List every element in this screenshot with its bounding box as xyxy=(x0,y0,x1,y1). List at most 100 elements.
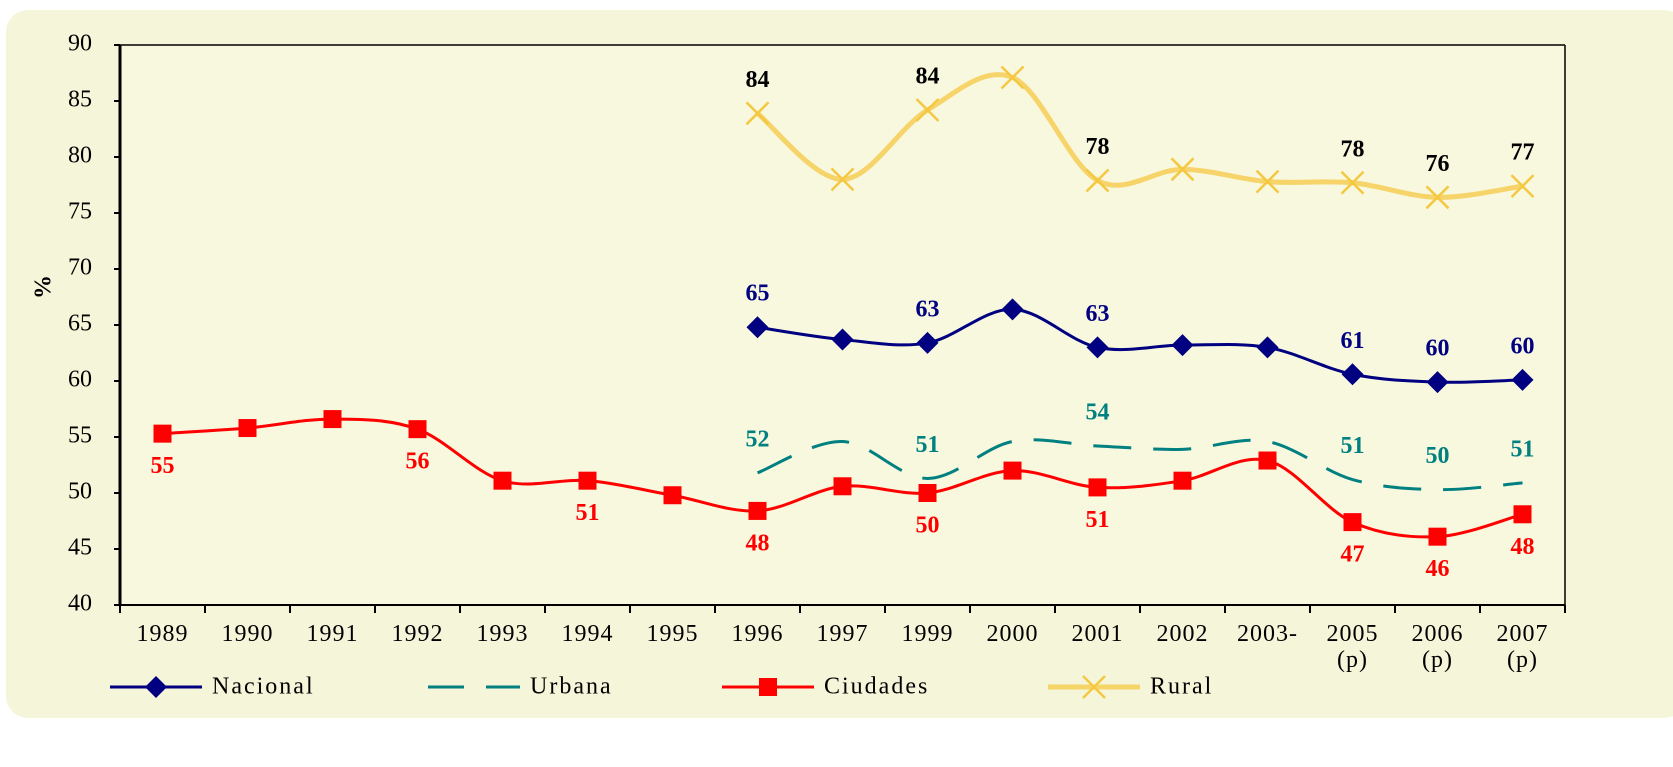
x-tick-label: 2001 xyxy=(1071,621,1124,647)
marker xyxy=(1511,368,1534,391)
marker xyxy=(1088,478,1107,497)
data-label: 50 xyxy=(916,513,940,539)
marker xyxy=(1425,185,1450,210)
x-tick-label: 1995 xyxy=(646,621,699,647)
data-label: 65 xyxy=(746,281,770,307)
marker xyxy=(830,167,855,192)
x-tick-label: 2007 (p) xyxy=(1496,621,1549,673)
marker xyxy=(745,101,770,126)
data-label: 55 xyxy=(151,453,175,479)
x-tick-label: 2005 (p) xyxy=(1326,621,1379,673)
y-tick-label: 50 xyxy=(68,479,92,505)
data-label: 78 xyxy=(1341,136,1365,162)
x-tick-label: 2006 (p) xyxy=(1411,621,1464,673)
x-tick-label: 1996 xyxy=(731,621,784,647)
data-label: 51 xyxy=(916,432,940,458)
marker xyxy=(1255,169,1280,194)
data-label: 56 xyxy=(406,449,430,475)
data-label: 48 xyxy=(746,530,770,556)
y-tick-label: 40 xyxy=(68,591,92,617)
series-line xyxy=(757,307,1523,384)
marker xyxy=(831,328,854,351)
y-axis-label: % xyxy=(31,275,57,299)
data-label: 51 xyxy=(1511,436,1535,462)
marker xyxy=(916,331,939,354)
x-tick-label: 1989 xyxy=(136,621,189,647)
marker xyxy=(153,424,172,443)
x-tick-label: 2000 xyxy=(986,621,1039,647)
x-tick-label: 2003- xyxy=(1237,621,1298,647)
legend-marker xyxy=(1082,675,1106,699)
marker xyxy=(1426,371,1449,394)
y-tick-label: 55 xyxy=(68,423,92,449)
y-tick-label: 90 xyxy=(68,31,92,57)
data-label: 51 xyxy=(576,500,600,526)
data-label: 60 xyxy=(1426,336,1450,362)
legend-marker xyxy=(759,678,777,696)
marker xyxy=(1001,298,1024,321)
x-tick-label: 1992 xyxy=(391,621,444,647)
y-tick-label: 70 xyxy=(68,255,92,281)
legend-label: Rural xyxy=(1150,674,1213,700)
data-label: 63 xyxy=(1086,301,1110,327)
y-tick-label: 85 xyxy=(68,87,92,113)
marker xyxy=(1003,461,1022,480)
y-tick-label: 45 xyxy=(68,535,92,561)
x-tick-label: 1994 xyxy=(561,621,614,647)
marker xyxy=(1513,505,1532,524)
marker xyxy=(1510,174,1535,199)
marker xyxy=(323,410,342,429)
marker xyxy=(1173,471,1192,490)
marker xyxy=(1428,527,1447,546)
marker xyxy=(1341,363,1364,386)
x-tick-label: 1997 xyxy=(816,621,869,647)
x-tick-label: 1990 xyxy=(221,621,274,647)
data-label: 61 xyxy=(1341,328,1365,354)
data-label: 54 xyxy=(1086,399,1110,425)
marker xyxy=(493,471,512,490)
data-label: 76 xyxy=(1426,151,1450,177)
data-label: 60 xyxy=(1511,333,1535,359)
marker xyxy=(1085,168,1110,193)
legend-label: Ciudades xyxy=(824,674,929,700)
marker xyxy=(748,501,767,520)
marker xyxy=(1171,334,1194,357)
marker xyxy=(578,471,597,490)
marker xyxy=(1343,513,1362,532)
data-label: 77 xyxy=(1511,140,1535,166)
marker xyxy=(238,419,257,438)
legend-label: Nacional xyxy=(212,674,315,700)
data-label: 63 xyxy=(916,296,940,322)
data-label: 50 xyxy=(1426,443,1450,469)
series-line xyxy=(755,72,1523,200)
marker xyxy=(1340,170,1365,195)
data-label: 48 xyxy=(1511,534,1535,560)
marker xyxy=(1086,336,1109,359)
data-label: 84 xyxy=(746,67,770,93)
marker xyxy=(1000,65,1025,90)
marker xyxy=(918,484,937,502)
y-tick-label: 75 xyxy=(68,199,92,225)
data-label: 78 xyxy=(1086,134,1110,160)
plot-area xyxy=(120,45,1565,605)
y-tick-label: 60 xyxy=(68,367,92,393)
x-tick-label: 2002 xyxy=(1156,621,1209,647)
marker xyxy=(833,477,852,496)
y-tick-label: 80 xyxy=(68,143,92,169)
marker xyxy=(1256,336,1279,359)
data-label: 51 xyxy=(1086,507,1110,533)
data-label: 46 xyxy=(1426,556,1450,582)
data-label: 51 xyxy=(1341,433,1365,459)
marker xyxy=(1258,451,1277,470)
marker xyxy=(1170,157,1195,182)
legend-label: Urbana xyxy=(530,674,613,700)
marker xyxy=(408,420,427,439)
data-label: 47 xyxy=(1341,542,1365,568)
y-tick-label: 65 xyxy=(68,311,92,337)
data-label: 52 xyxy=(746,426,770,452)
marker xyxy=(915,98,940,122)
x-tick-label: 1993 xyxy=(476,621,529,647)
data-label: 84 xyxy=(916,63,940,89)
